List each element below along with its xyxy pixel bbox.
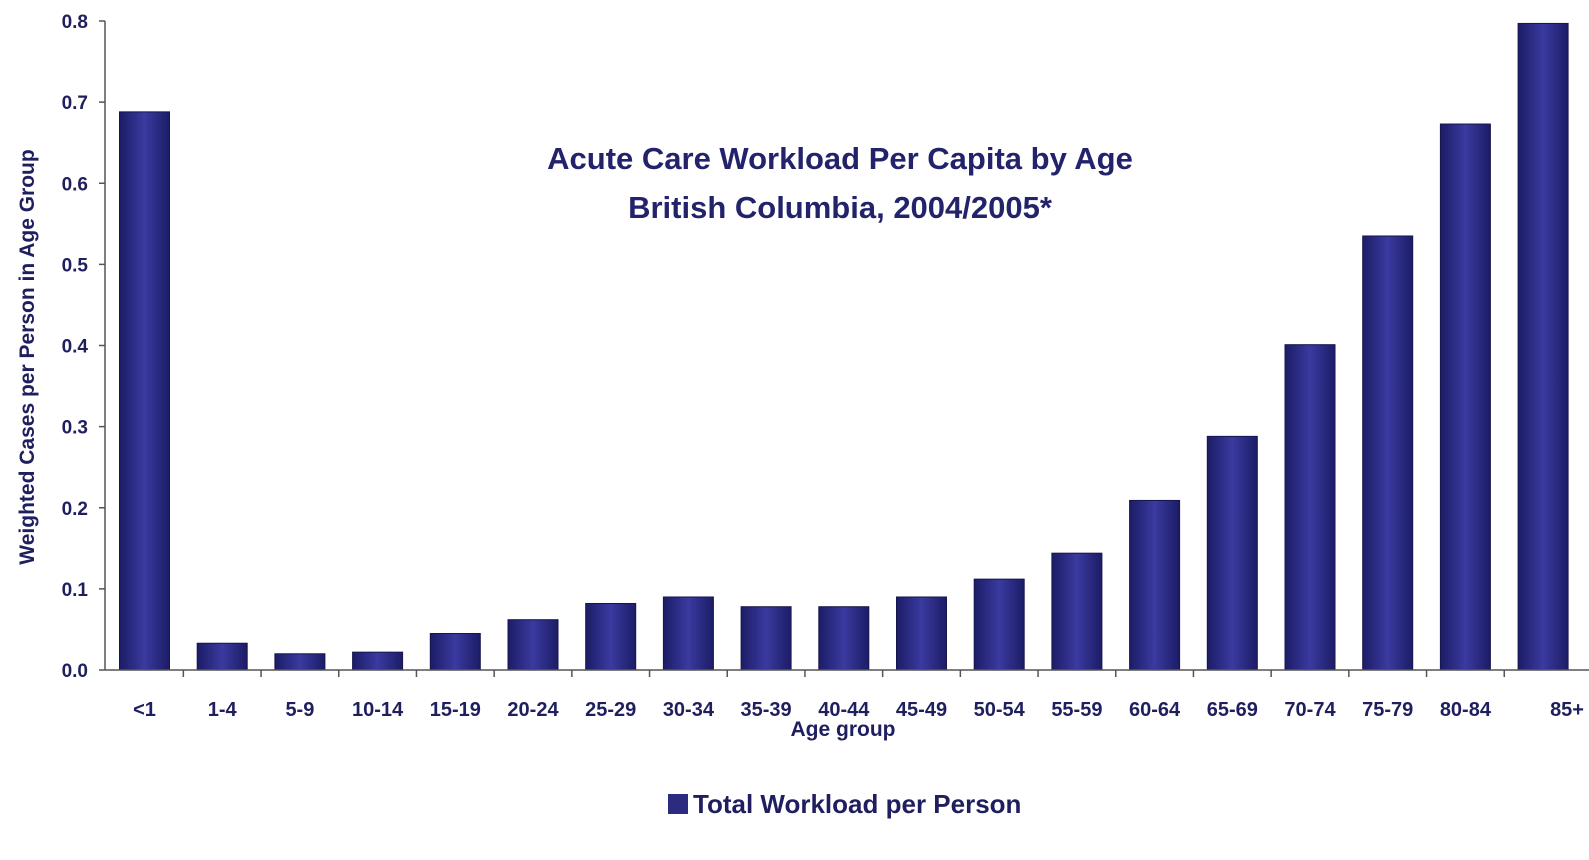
bar xyxy=(896,596,947,671)
bar xyxy=(119,111,170,671)
bar xyxy=(818,606,870,671)
y-axis-title: Weighted Cases per Person in Age Group xyxy=(16,149,39,564)
legend: Total Workload per Person xyxy=(668,789,1021,819)
y-tick-label: 0.0 xyxy=(62,661,88,682)
x-tick-label: 50-54 xyxy=(974,699,1026,721)
x-tick-label: 25-29 xyxy=(585,699,636,721)
x-tick-label: 45-49 xyxy=(896,699,947,721)
x-tick-label: 85+ xyxy=(1550,699,1584,721)
bars xyxy=(119,22,1569,671)
bar xyxy=(973,578,1025,671)
bar xyxy=(662,596,714,671)
chart-title-line-1: Acute Care Workload Per Capita by Age xyxy=(547,141,1133,176)
x-tick-label: 10-14 xyxy=(352,699,404,721)
x-tick-label: 60-64 xyxy=(1129,699,1181,721)
y-tick-label: 0.5 xyxy=(62,255,89,276)
bar xyxy=(585,602,637,671)
x-tick-label: 65-69 xyxy=(1207,699,1258,721)
bar xyxy=(1284,344,1336,671)
bar xyxy=(429,632,481,671)
chart-title-line-2: British Columbia, 2004/2005* xyxy=(628,190,1053,225)
y-tick-label: 0.1 xyxy=(62,580,89,601)
y-tick-label: 0.6 xyxy=(62,174,88,195)
y-tick-label: 0.3 xyxy=(62,418,88,439)
bar xyxy=(1206,435,1258,671)
x-tick-label: 55-59 xyxy=(1051,699,1102,721)
x-tick-label: 30-34 xyxy=(663,699,715,721)
bar xyxy=(196,642,248,671)
legend-label: Total Workload per Person xyxy=(693,789,1021,819)
y-tick-label: 0.2 xyxy=(62,499,88,520)
x-tick-label: 1-4 xyxy=(208,699,238,721)
bar xyxy=(1051,552,1103,671)
y-tick-label: 0.8 xyxy=(62,12,88,33)
y-axis-ticks: 0.0 0.1 0.2 0.3 0.4 0.5 0.6 0.7 0.8 xyxy=(62,12,105,682)
bar xyxy=(1439,123,1491,671)
bar xyxy=(507,619,559,671)
x-tick-label: 75-79 xyxy=(1362,699,1413,721)
x-tick-label: 40-44 xyxy=(818,699,870,721)
chart-title: Acute Care Workload Per Capita by Age Br… xyxy=(547,141,1133,225)
y-tick-label: 0.4 xyxy=(62,337,89,358)
x-tick-label: 70-74 xyxy=(1284,699,1336,721)
bar xyxy=(1517,22,1569,671)
y-tick-label: 0.7 xyxy=(62,93,88,114)
bar xyxy=(740,606,792,671)
x-axis-title: Age group xyxy=(791,718,896,741)
x-tick-label: 15-19 xyxy=(430,699,481,721)
x-tick-label: 20-24 xyxy=(507,699,559,721)
bar xyxy=(1362,235,1414,671)
bar xyxy=(352,651,404,671)
x-tick-label: 5-9 xyxy=(285,699,314,721)
legend-swatch xyxy=(668,794,688,814)
x-tick-label: 35-39 xyxy=(741,699,792,721)
x-tick-label: <1 xyxy=(133,699,156,721)
x-tick-label: 80-84 xyxy=(1440,699,1492,721)
bar xyxy=(274,653,326,671)
x-axis-ticks: <1 1-4 5-9 10-14 15-19 20-24 25-29 30-34 35-39 40… xyxy=(133,670,1584,721)
bar xyxy=(1129,499,1181,671)
